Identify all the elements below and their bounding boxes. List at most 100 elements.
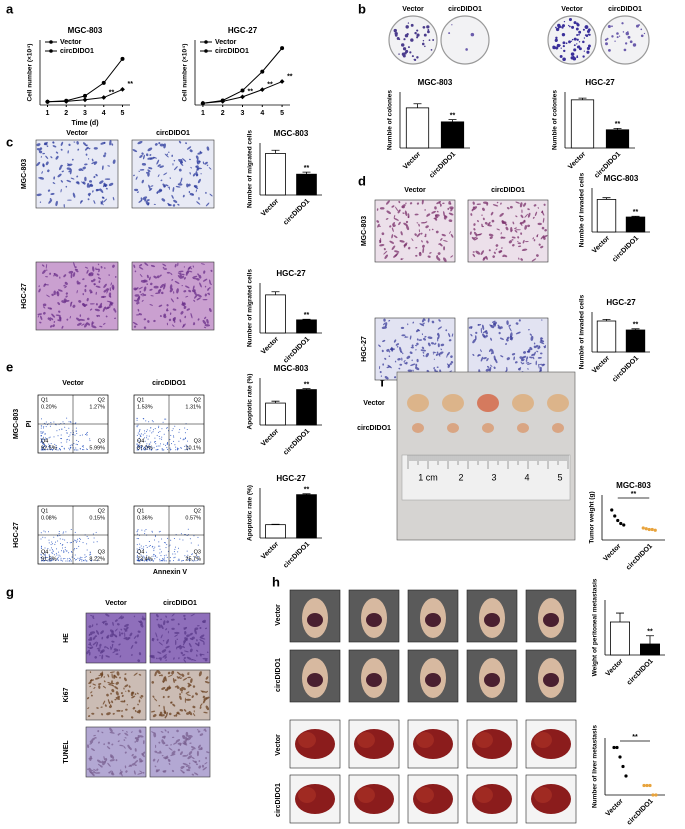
texture [38,285,40,288]
texture [518,257,520,260]
flow-event [43,530,45,532]
texture [496,228,500,231]
texture [153,203,156,205]
texture [450,255,454,258]
texture [42,303,47,307]
flow-event [166,544,168,546]
flow-event [153,548,155,550]
texture [409,335,412,340]
texture [199,703,203,707]
annotation: ** [632,734,638,741]
texture [115,697,120,700]
flow-event [173,436,175,438]
mouse-organ [543,673,559,687]
texture [136,634,139,638]
flow-event [159,558,161,560]
texture [196,625,200,627]
texture [114,310,117,313]
texture [168,760,171,762]
colony [606,37,609,40]
texture [148,184,151,190]
flow-event [58,429,60,431]
flow-event [174,546,176,548]
flow-event [155,555,157,557]
texture [382,363,385,366]
texture [106,290,109,294]
texture [415,246,418,249]
texture [400,326,405,329]
texture [181,273,185,276]
texture [79,314,82,317]
texture [506,336,510,340]
texture [87,744,90,749]
flow-event [75,443,77,445]
texture [187,682,192,686]
texture [70,272,73,279]
texture [526,356,529,361]
texture [422,354,425,357]
texture [38,288,41,293]
texture [116,671,120,676]
flow-event [163,555,165,557]
texture [96,273,100,276]
liver-lobe [357,732,375,748]
image-label: TUNEL [63,740,70,764]
texture [106,634,109,639]
flow-event [76,439,78,441]
texture [192,705,196,709]
texture [380,375,382,377]
point [240,88,245,93]
texture [196,649,199,652]
flow-event [177,449,179,451]
texture [143,318,147,321]
texture [199,733,204,736]
texture [509,205,513,209]
texture [153,156,157,159]
colony [562,57,566,62]
point [101,80,106,85]
flow-event [173,557,175,559]
quadrant-value: 0.57% [185,515,201,521]
texture [492,255,495,258]
flow-event [45,556,47,558]
flow-event [143,430,145,432]
bar [296,173,317,196]
texture [182,158,187,162]
texture [108,182,114,186]
flow-event [178,558,180,560]
texture [198,671,202,677]
texture [164,729,167,732]
texture [189,762,191,765]
point [82,97,88,103]
flow-event [191,553,193,555]
flow-event [46,559,48,561]
texture [180,158,183,161]
texture [489,236,493,239]
texture [174,634,179,637]
texture [99,655,101,657]
texture [386,200,390,205]
flow-event [41,425,43,427]
flow-event [186,428,188,430]
flow-event [158,436,160,438]
texture [436,256,441,261]
chart-title: HGC-27 [276,269,306,278]
flow-event [184,432,186,434]
flow-event [153,553,155,555]
flow-event [177,447,179,449]
texture [518,245,522,248]
texture [101,713,104,716]
texture [482,217,485,221]
texture [389,240,394,244]
texture [93,768,97,772]
texture [193,185,199,190]
texture [178,168,182,172]
flow-event [42,560,44,562]
flow-event [50,443,52,445]
bar [265,402,286,426]
ruler-label: 2 [458,472,463,482]
texture [134,710,137,713]
colony [563,21,566,23]
flow-event [137,529,139,531]
flow-event [184,438,186,440]
